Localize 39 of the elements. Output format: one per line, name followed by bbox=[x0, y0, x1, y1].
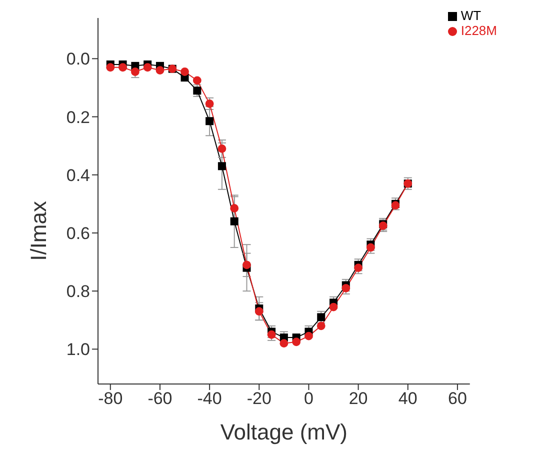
x-tick-label: -60 bbox=[148, 389, 172, 408]
point bbox=[230, 217, 238, 226]
x-tick-label: 20 bbox=[348, 389, 368, 408]
y-tick-label: 0.0 bbox=[66, 50, 90, 69]
x-axis-title: Voltage (mV) bbox=[220, 420, 348, 445]
x-tick-label: 40 bbox=[398, 389, 418, 408]
x-tick-label: -40 bbox=[197, 389, 222, 408]
point bbox=[317, 313, 326, 322]
point bbox=[242, 260, 251, 270]
point bbox=[254, 307, 264, 316]
legend-label: I228M bbox=[460, 23, 497, 38]
point bbox=[192, 76, 202, 85]
point bbox=[292, 338, 301, 346]
point bbox=[304, 332, 313, 340]
point bbox=[280, 339, 288, 348]
point bbox=[329, 302, 338, 312]
x-tick-label: 0 bbox=[304, 389, 314, 408]
y-axis-title: I/Imax bbox=[26, 201, 51, 261]
y-tick-label: 1.0 bbox=[66, 340, 90, 360]
x-tick-label: 60 bbox=[448, 389, 467, 408]
y-tick-label: 0.2 bbox=[66, 108, 90, 127]
point bbox=[118, 63, 127, 72]
point bbox=[156, 66, 164, 74]
y-tick-label: 0.8 bbox=[66, 282, 90, 302]
legend-label: WT bbox=[460, 8, 482, 23]
point bbox=[316, 322, 326, 330]
point bbox=[193, 86, 202, 95]
point bbox=[206, 117, 214, 126]
point bbox=[106, 63, 115, 72]
point bbox=[130, 68, 140, 76]
point bbox=[143, 63, 152, 72]
point bbox=[218, 144, 226, 153]
y-tick-label: 0.6 bbox=[66, 224, 90, 243]
y-tick-label: 0.4 bbox=[66, 166, 90, 185]
x-tick-label: -80 bbox=[98, 389, 123, 408]
point bbox=[218, 162, 226, 170]
point bbox=[180, 68, 189, 76]
point bbox=[230, 204, 239, 212]
x-tick-label: -20 bbox=[246, 389, 272, 408]
